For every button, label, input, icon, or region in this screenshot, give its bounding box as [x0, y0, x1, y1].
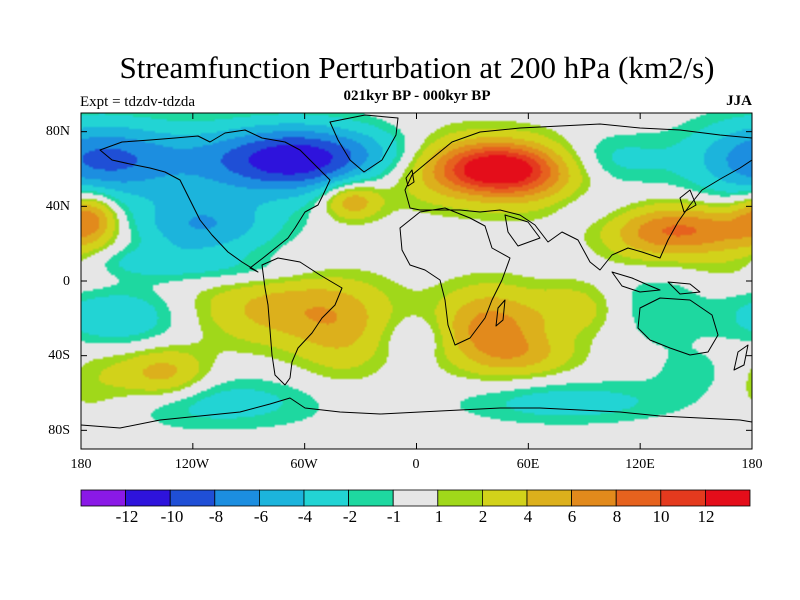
lon-label-120w: 120W — [174, 457, 210, 472]
coastline-eurasia — [404, 123, 752, 271]
colorbar-swatch — [125, 489, 171, 507]
colorbar-swatch — [705, 489, 751, 507]
lon-label-60e: 60E — [516, 457, 540, 472]
coastlines — [81, 114, 752, 429]
coastline-antarctica — [81, 397, 752, 429]
colorbar-label-10: 10 — [652, 507, 670, 526]
lon-label-180e: 180 — [741, 457, 763, 472]
plot-title: Streamfunction Perturbation at 200 hPa (… — [119, 50, 715, 85]
colorbar — [80, 489, 751, 507]
experiment-label: Expt = tdzdv-tdzda — [80, 94, 196, 110]
colorbar-label-neg2: -2 — [342, 507, 358, 526]
plot-subtitle: 021kyr BP - 000kyr BP — [343, 88, 491, 104]
colorbar-swatch — [571, 489, 617, 507]
colorbar-label-neg12: -12 — [115, 507, 139, 526]
colorbar-label-2: 2 — [478, 507, 488, 526]
colorbar-swatch — [169, 489, 216, 507]
coastline-south-america — [261, 257, 343, 386]
coastline-indonesia — [611, 271, 661, 293]
colorbar-label-6: 6 — [567, 507, 577, 526]
lat-label-0: 0 — [63, 274, 70, 289]
colorbar-swatch — [615, 489, 662, 507]
colorbar-swatch — [348, 489, 394, 507]
lat-label-80s: 80S — [48, 423, 70, 438]
colorbar-label-12: 12 — [697, 507, 715, 526]
coastline-new-guinea — [667, 281, 701, 295]
coastline-britain — [405, 169, 415, 187]
colorbar-label-8: 8 — [612, 507, 622, 526]
colorbar-swatch — [214, 489, 260, 507]
colorbar-label-neg8: -8 — [208, 507, 224, 526]
coastline-australia — [637, 297, 719, 356]
colorbar-label-neg4: -4 — [297, 507, 313, 526]
colorbar-swatch — [437, 489, 483, 507]
colorbar-label-1: 1 — [434, 507, 444, 526]
colorbar-swatch — [526, 489, 572, 507]
lon-label-180w: 180 — [70, 457, 92, 472]
colorbar-label-neg6: -6 — [253, 507, 269, 526]
coastline-greenland — [329, 114, 399, 173]
coastline-north-america — [99, 129, 331, 273]
colorbar-label-4: 4 — [523, 507, 533, 526]
coastline-new-zealand — [733, 344, 749, 371]
lon-label-120e: 120E — [625, 457, 655, 472]
lon-label-0: 0 — [412, 457, 420, 472]
colorbar-swatch — [80, 489, 126, 507]
colorbar-swatch — [660, 489, 706, 507]
coastline-africa — [399, 207, 511, 346]
colorbar-swatch — [392, 489, 439, 507]
coastline-madagascar — [495, 299, 506, 327]
colorbar-label-neg10: -10 — [160, 507, 184, 526]
coastline-japan — [679, 189, 697, 213]
colorbar-swatch — [303, 489, 349, 507]
streamfunction-field — [81, 113, 752, 449]
axis-ticks — [80, 113, 753, 449]
colorbar-label-neg1: -1 — [386, 507, 402, 526]
coastline-arabia — [504, 214, 541, 247]
season-label: JJA — [726, 93, 752, 109]
lat-label-80n: 80N — [45, 124, 70, 139]
colorbar-swatch — [481, 489, 528, 507]
lat-label-40s: 40S — [48, 348, 70, 363]
colorbar-swatch — [258, 489, 305, 507]
lat-label-40n: 40N — [45, 199, 70, 214]
lon-label-60w: 60W — [290, 457, 318, 472]
